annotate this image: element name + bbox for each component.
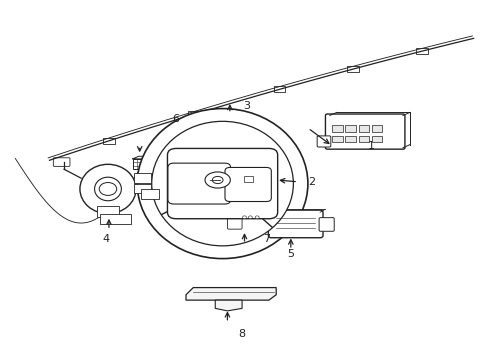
FancyBboxPatch shape	[97, 206, 119, 217]
FancyBboxPatch shape	[134, 184, 151, 193]
Ellipse shape	[137, 109, 307, 258]
Bar	[331, 136, 342, 142]
Bar	[188, 112, 200, 117]
FancyBboxPatch shape	[141, 189, 158, 199]
FancyBboxPatch shape	[100, 215, 131, 224]
Ellipse shape	[151, 121, 293, 246]
Text: 2: 2	[307, 177, 314, 187]
Bar	[273, 86, 285, 92]
FancyBboxPatch shape	[268, 210, 323, 238]
FancyBboxPatch shape	[317, 136, 330, 147]
Circle shape	[248, 216, 252, 219]
Ellipse shape	[80, 164, 136, 213]
Bar	[358, 136, 368, 142]
Circle shape	[242, 216, 246, 219]
Bar	[345, 136, 355, 142]
Polygon shape	[215, 300, 242, 311]
FancyBboxPatch shape	[237, 214, 264, 231]
Bar	[133, 159, 146, 169]
Bar	[371, 125, 382, 132]
FancyBboxPatch shape	[53, 158, 70, 166]
Text: 6: 6	[172, 114, 180, 124]
Ellipse shape	[204, 172, 230, 188]
Bar	[244, 176, 253, 182]
Ellipse shape	[212, 176, 223, 184]
Circle shape	[255, 216, 259, 219]
Text: 1: 1	[367, 141, 374, 151]
Text: 3: 3	[243, 102, 250, 112]
FancyBboxPatch shape	[325, 114, 404, 149]
Bar	[346, 66, 358, 72]
Bar	[331, 125, 342, 132]
Bar	[371, 136, 382, 142]
Bar	[415, 48, 427, 54]
Polygon shape	[185, 288, 276, 300]
FancyBboxPatch shape	[134, 173, 151, 183]
FancyBboxPatch shape	[167, 163, 230, 204]
Text: 4: 4	[102, 234, 109, 244]
Ellipse shape	[94, 177, 121, 201]
Bar	[345, 125, 355, 132]
Text: 8: 8	[238, 329, 245, 339]
Circle shape	[99, 183, 117, 195]
Text: 5: 5	[287, 248, 294, 258]
FancyBboxPatch shape	[319, 218, 333, 231]
FancyBboxPatch shape	[224, 167, 271, 202]
Text: 7: 7	[263, 234, 269, 244]
FancyBboxPatch shape	[167, 148, 277, 219]
Bar	[103, 138, 115, 144]
FancyBboxPatch shape	[227, 218, 242, 229]
Bar	[358, 125, 368, 132]
